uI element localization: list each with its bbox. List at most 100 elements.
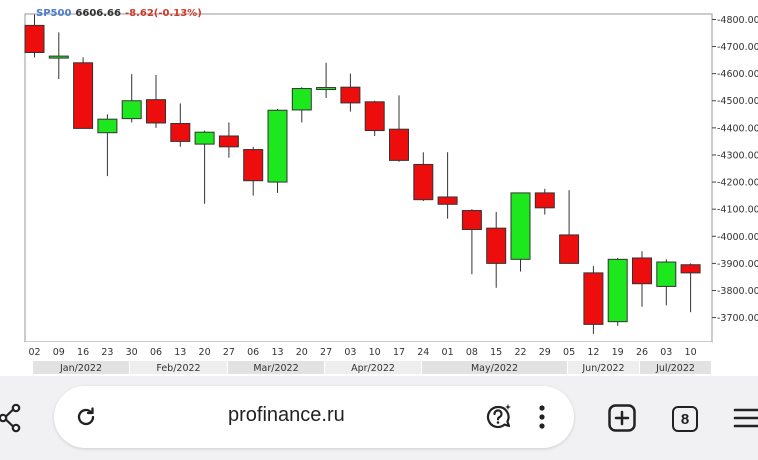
x-tick-label: 15	[490, 347, 502, 358]
share-icon[interactable]	[0, 403, 22, 433]
candle-body	[218, 135, 239, 148]
candlestick-chart[interactable]: -4800.00 -4700.00 -4600.00 -4500.00 -4400.00…	[0, 0, 758, 376]
x-tick-label: 23	[101, 347, 113, 358]
candle-body	[583, 272, 604, 325]
x-tick-label: 17	[393, 347, 405, 358]
tab-count-button[interactable]: 8	[672, 406, 698, 432]
candle-body	[340, 86, 361, 104]
candle-body	[607, 258, 628, 323]
candle-body	[146, 99, 166, 124]
candle-14[interactable]	[340, 73, 361, 112]
candle-body	[632, 257, 652, 285]
candle-10[interactable]	[243, 146, 264, 196]
ticker-symbol: SP500	[36, 8, 72, 19]
candle-3[interactable]	[73, 57, 94, 129]
candle-body	[486, 227, 507, 264]
month-band	[228, 361, 324, 374]
month-band	[568, 361, 639, 374]
candle-7[interactable]	[170, 103, 191, 147]
x-tick-label: 30	[126, 347, 138, 358]
assistant-icon[interactable]	[484, 402, 514, 432]
y-tick-label: -3700.00	[717, 313, 758, 324]
address-bar[interactable]: profinance.ru	[54, 386, 574, 448]
candle-26[interactable]	[632, 251, 652, 307]
candle-24[interactable]	[583, 266, 604, 334]
candle-12[interactable]	[291, 87, 312, 123]
candle-6[interactable]	[146, 74, 166, 128]
month-label: Apr/2022	[351, 363, 395, 374]
y-tick-label: -3900.00	[717, 259, 758, 270]
x-tick-label: 09	[53, 347, 65, 358]
candle-8[interactable]	[194, 130, 215, 204]
x-tick-label: 10	[369, 347, 381, 358]
tab-count: 8	[680, 410, 690, 428]
candle-5[interactable]	[121, 74, 142, 123]
x-tick-label: 12	[587, 347, 599, 358]
month-label: Jan/2022	[59, 363, 102, 374]
month-label: Jul/2022	[655, 363, 695, 374]
x-tick-label: 10	[685, 347, 697, 358]
month-label: May/2022	[471, 363, 518, 374]
ticker-summary: SP500 6606.66 -8.62(-0.13%)	[36, 8, 202, 19]
x-tick-label: 22	[514, 347, 526, 358]
candle-2[interactable]	[48, 32, 69, 80]
candle-body	[559, 234, 580, 264]
month-band	[640, 361, 711, 374]
y-tick-label: -4200.00	[717, 178, 758, 189]
candle-body	[97, 118, 118, 134]
candle-body	[316, 87, 337, 91]
x-tick-label: 27	[223, 347, 235, 358]
more-options-icon[interactable]	[532, 402, 552, 432]
candle-13[interactable]	[316, 62, 337, 99]
x-tick-label: 19	[612, 347, 624, 358]
new-tab-icon[interactable]	[607, 403, 637, 433]
month-label: Jun/2022	[581, 363, 624, 374]
x-tick-label: 01	[442, 347, 454, 358]
candle-18[interactable]	[437, 152, 458, 219]
x-tick-label: 03	[660, 347, 672, 358]
candle-body	[24, 24, 45, 53]
browser-toolbar: profinance.ru	[0, 376, 758, 460]
x-tick-label: 13	[271, 347, 283, 358]
candle-19[interactable]	[461, 209, 482, 275]
y-tick-label: -4700.00	[717, 42, 758, 53]
candle-15[interactable]	[364, 100, 385, 136]
ticker-price: 6606.66	[75, 8, 121, 19]
x-tick-label: 05	[563, 347, 575, 358]
candle-body	[73, 62, 94, 129]
candle-body	[170, 123, 191, 142]
candle-9[interactable]	[218, 122, 239, 158]
y-tick-label: -4400.00	[717, 123, 758, 134]
candle-body	[413, 163, 434, 201]
candle-23[interactable]	[559, 190, 580, 264]
ticker-change: -8.62(-0.13%)	[124, 8, 202, 19]
candle-body	[656, 261, 677, 287]
candle-16[interactable]	[389, 95, 409, 162]
candle-25[interactable]	[607, 257, 628, 326]
candle-20[interactable]	[486, 211, 507, 288]
x-tick-label: 26	[636, 347, 648, 358]
reload-icon[interactable]	[74, 405, 98, 429]
candle-body	[680, 264, 701, 274]
y-tick-label: -4500.00	[717, 96, 758, 107]
menu-icon[interactable]	[732, 405, 758, 431]
y-tick-label: -4100.00	[717, 205, 758, 216]
x-tick-label: 24	[417, 347, 429, 358]
candle-22[interactable]	[534, 188, 555, 215]
candle-28[interactable]	[680, 263, 701, 313]
candle-body	[510, 192, 531, 260]
candle-4[interactable]	[97, 114, 118, 177]
candle-11[interactable]	[267, 108, 288, 193]
url-text[interactable]: profinance.ru	[228, 404, 345, 426]
x-tick-label: 06	[150, 347, 162, 358]
x-tick-label: 02	[28, 347, 40, 358]
chart-area[interactable]: -4800.00 -4700.00 -4600.00 -4500.00 -4400.00…	[0, 0, 758, 376]
candle-1[interactable]	[24, 14, 45, 58]
y-tick-label: -4000.00	[717, 232, 758, 243]
candle-21[interactable]	[510, 192, 531, 272]
candle-body	[243, 149, 264, 182]
candle-27[interactable]	[656, 259, 677, 306]
month-band	[130, 361, 227, 374]
candle-17[interactable]	[413, 152, 434, 202]
x-tick-label: 13	[174, 347, 186, 358]
